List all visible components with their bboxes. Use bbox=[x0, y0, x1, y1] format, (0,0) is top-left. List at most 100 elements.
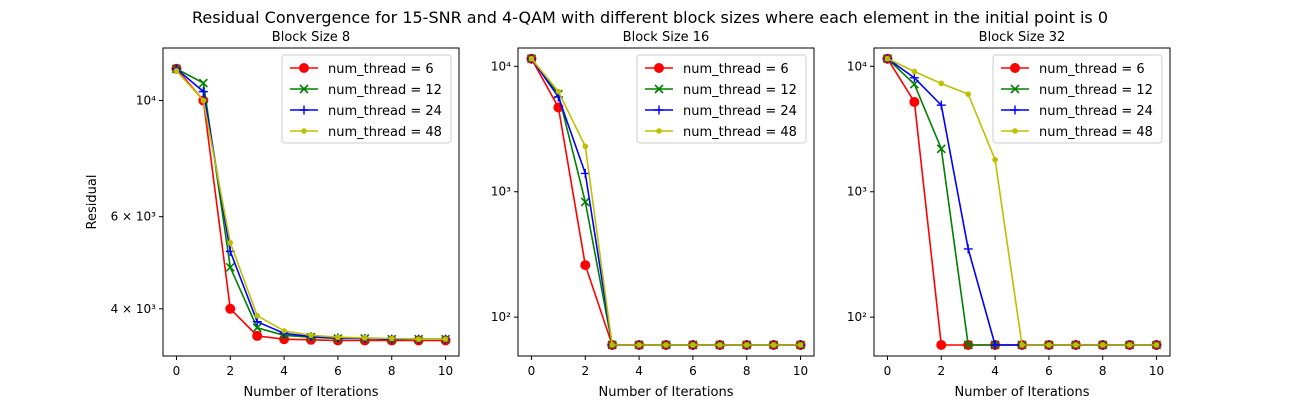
data-point bbox=[225, 262, 235, 272]
data-point bbox=[717, 342, 723, 348]
data-point bbox=[990, 340, 1000, 350]
legend: num_thread = 6 num_thread = 12 num_thread … bbox=[636, 54, 807, 144]
y-tick-label: 10³ bbox=[847, 185, 867, 199]
legend-box bbox=[281, 54, 452, 144]
y-axis-label: Residual bbox=[85, 175, 100, 230]
data-point bbox=[335, 334, 341, 341]
data-point bbox=[690, 342, 696, 348]
subplot-title: Block Size 8 bbox=[272, 30, 350, 45]
data-point bbox=[1099, 342, 1106, 348]
series-line bbox=[528, 55, 804, 348]
x-tick-label: 4 bbox=[635, 364, 643, 378]
data-point bbox=[1046, 342, 1052, 348]
x-tick-label: 0 bbox=[528, 364, 536, 378]
x-axis-label: Number of Iterations bbox=[955, 385, 1090, 400]
legend-marker bbox=[654, 63, 664, 73]
data-point bbox=[936, 339, 947, 350]
y-tick-label: 10⁴ bbox=[847, 59, 867, 73]
data-point bbox=[1019, 342, 1025, 348]
legend-marker bbox=[1012, 128, 1018, 134]
legend-marker bbox=[1010, 105, 1020, 115]
data-point bbox=[252, 317, 262, 327]
legend-marker bbox=[654, 84, 664, 94]
data-point bbox=[362, 335, 368, 341]
legend-marker bbox=[656, 128, 662, 134]
legend-label: num_thread = 12 bbox=[683, 83, 797, 98]
y-tick-label: 4 × 10³ bbox=[111, 302, 157, 316]
data-point bbox=[965, 91, 971, 97]
x-tick-label: 2 bbox=[581, 364, 589, 378]
data-point bbox=[173, 67, 180, 74]
legend-marker bbox=[654, 105, 664, 115]
x-tick-label: 2 bbox=[226, 364, 234, 378]
y-tick-label: 10³ bbox=[491, 185, 511, 199]
data-point bbox=[388, 335, 395, 342]
legend-marker bbox=[299, 84, 309, 94]
legend-label: num_thread = 6 bbox=[1039, 62, 1145, 77]
y-tick-label: 10² bbox=[847, 310, 867, 324]
data-point bbox=[797, 342, 804, 348]
data-point bbox=[252, 330, 263, 341]
data-point bbox=[580, 260, 591, 271]
legend-box bbox=[636, 54, 807, 144]
legend-label: num_thread = 48 bbox=[328, 125, 442, 140]
legend-label: num_thread = 24 bbox=[328, 104, 442, 119]
data-point bbox=[938, 80, 945, 87]
x-tick-label: 4 bbox=[280, 364, 288, 378]
legend-marker bbox=[1010, 84, 1020, 94]
x-tick-label: 0 bbox=[884, 364, 892, 378]
data-point bbox=[582, 143, 589, 150]
data-point bbox=[963, 244, 973, 254]
data-point bbox=[1126, 342, 1133, 348]
legend-label: num_thread = 24 bbox=[683, 104, 797, 119]
subplot-title: Block Size 16 bbox=[623, 30, 710, 45]
legend-marker bbox=[299, 63, 309, 73]
legend: num_thread = 6 num_thread = 12 num_thread … bbox=[992, 54, 1163, 144]
data-point bbox=[936, 144, 946, 154]
data-point bbox=[770, 342, 777, 348]
x-tick-label: 10 bbox=[438, 364, 453, 378]
legend-label: num_thread = 6 bbox=[328, 62, 434, 77]
data-point bbox=[1073, 342, 1079, 348]
data-point bbox=[609, 342, 615, 348]
data-point bbox=[308, 332, 314, 339]
series-line bbox=[884, 55, 1160, 348]
legend-marker bbox=[299, 105, 309, 115]
data-point bbox=[963, 340, 973, 350]
subplot-title: Block Size 32 bbox=[979, 30, 1066, 45]
series-line bbox=[173, 67, 449, 342]
data-point bbox=[415, 336, 422, 342]
data-point bbox=[936, 100, 946, 110]
legend-label: num_thread = 24 bbox=[1039, 104, 1153, 119]
y-tick-label: 10⁴ bbox=[136, 94, 156, 108]
data-point bbox=[663, 342, 669, 348]
x-tick-label: 8 bbox=[388, 364, 396, 378]
data-point bbox=[528, 55, 535, 62]
data-point bbox=[580, 197, 590, 207]
y-tick-label: 10² bbox=[491, 310, 511, 324]
data-point bbox=[1153, 342, 1160, 348]
data-point bbox=[555, 88, 562, 95]
data-point bbox=[198, 87, 208, 97]
x-tick-label: 6 bbox=[334, 364, 342, 378]
x-axis-label: Number of Iterations bbox=[599, 385, 734, 400]
legend-label: num_thread = 48 bbox=[683, 125, 797, 140]
legend-box bbox=[992, 54, 1163, 144]
data-point bbox=[636, 342, 642, 348]
legend-label: num_thread = 48 bbox=[1039, 125, 1153, 140]
data-point bbox=[884, 55, 891, 62]
legend-marker bbox=[301, 128, 307, 134]
x-tick-label: 10 bbox=[1149, 364, 1164, 378]
x-tick-label: 6 bbox=[689, 364, 697, 378]
y-tick-label: 6 × 10³ bbox=[111, 210, 157, 224]
data-point bbox=[442, 336, 449, 342]
data-point bbox=[909, 96, 920, 107]
legend-label: num_thread = 12 bbox=[328, 83, 442, 98]
legend: num_thread = 6 num_thread = 12 num_thread … bbox=[281, 54, 452, 144]
x-tick-label: 8 bbox=[1099, 364, 1107, 378]
y-tick-label: 10⁴ bbox=[491, 59, 511, 73]
figure-title: Residual Convergence for 15-SNR and 4-QA… bbox=[192, 8, 1108, 27]
data-point bbox=[743, 342, 750, 348]
x-tick-label: 6 bbox=[1045, 364, 1053, 378]
